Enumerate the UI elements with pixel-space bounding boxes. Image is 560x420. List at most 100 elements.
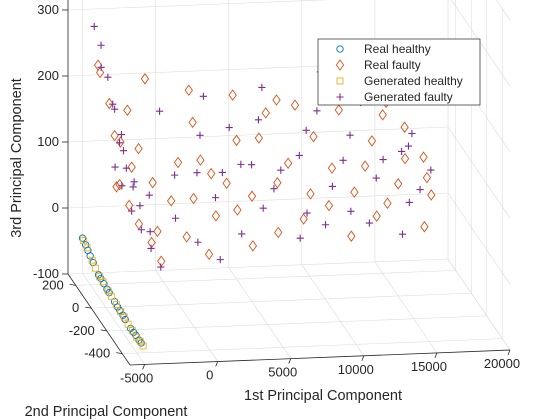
legend-marker-real-healthy [336,45,344,53]
data-point-real-faulty [233,204,242,216]
legend-marker-generated-faulty [336,93,344,101]
data-point-real-faulty [427,189,436,201]
series-real-faulty [93,59,436,267]
x-tick-label: 5000 [268,365,297,380]
data-point-generated-faulty [136,202,144,210]
grid-line-floor-y [122,338,503,354]
data-point-generated-faulty [216,256,224,264]
data-point-real-faulty [127,161,136,173]
data-point-generated-faulty [296,234,304,242]
data-point-real-healthy [119,311,127,319]
data-point-generated-faulty [115,139,124,147]
x-tick-mark [142,364,145,370]
data-point-generated-healthy [88,256,96,264]
data-point-real-healthy [89,258,97,267]
x-tick-label: 20000 [484,356,520,371]
series-generated-faulty [90,22,435,271]
data-point-real-faulty [196,154,205,166]
data-point-real-faulty [182,231,191,243]
data-point-real-faulty [350,186,359,198]
data-point-generated-healthy [139,342,147,350]
data-point-real-faulty [173,156,183,169]
data-point-real-faulty [394,178,403,190]
x-tick-label: 10000 [338,362,374,377]
data-point-real-faulty [232,134,241,147]
legend-entry-real-healthy: Real healthy [364,42,431,56]
data-point-real-faulty [105,97,114,110]
data-marks [78,22,436,350]
data-point-generated-healthy [117,308,125,316]
data-point-generated-healthy [96,273,104,281]
data-point-real-faulty [283,157,293,170]
y-tick-mark [100,329,107,332]
legend-marker-real-faulty [335,59,345,71]
data-point-real-faulty [422,171,432,184]
data-point-generated-faulty [111,163,119,171]
data-point-generated-healthy [83,244,91,252]
data-point-generated-faulty [129,183,137,191]
data-point-generated-healthy [80,237,88,245]
data-point-real-faulty [153,225,162,238]
data-point-real-faulty [134,218,144,230]
x-axis-label: 1st Principal Component [244,388,402,404]
data-point-real-faulty [140,73,150,85]
grid-line-floor-x [374,261,438,354]
data-point-generated-faulty [122,164,130,172]
grid-line-floor-x [155,270,218,362]
data-point-generated-faulty [111,105,119,113]
data-point-real-faulty [400,152,410,165]
data-point-generated-faulty [277,166,285,174]
grid-line-floor-y [106,315,487,332]
series-generated-healthy [80,237,147,350]
data-point-generated-faulty [196,131,204,139]
data-point-real-faulty [134,142,143,155]
data-point-generated-faulty [408,129,416,138]
data-point-generated-healthy [107,292,115,300]
data-point-generated-healthy [120,313,128,321]
data-point-generated-faulty [237,160,245,168]
legend: Real healthy Real faulty Generated healt… [317,38,481,106]
data-point-generated-faulty [238,230,246,238]
data-point-generated-faulty [199,92,208,100]
data-point-real-faulty [272,94,281,106]
grid-line-floor-y [91,292,472,309]
axes [62,0,511,370]
grid-line-side-z [447,192,511,285]
z-tick-label: 0 [52,200,59,215]
legend-entry-real-faulty: Real faulty [364,58,421,72]
data-point-generated-faulty [398,147,406,156]
x-tick-mark [361,355,365,361]
data-point-real-faulty [273,176,282,189]
x-tick-label: 0 [206,368,213,383]
grid-line-side-z [496,0,511,21]
x-tick-mark [288,358,292,364]
data-point-generated-faulty [130,178,138,186]
data-point-real-faulty [274,226,283,239]
data-point-generated-faulty [379,155,387,164]
data-point-real-faulty [125,199,134,212]
data-point-generated-faulty [321,221,330,229]
data-point-generated-healthy [133,333,141,341]
data-point-real-faulty [188,116,197,129]
data-point-real-faulty [378,109,387,121]
data-point-real-faulty [309,130,318,143]
z-axis-label: 3rd Principal Component [9,78,25,238]
data-point-real-faulty [261,107,270,119]
data-point-generated-faulty [258,83,266,91]
data-point-generated-faulty [97,41,105,49]
data-point-generated-faulty [270,185,278,193]
data-point-generated-faulty [104,73,112,81]
z-tick-label: 200 [37,68,59,83]
data-point-real-healthy [97,274,105,283]
data-point-generated-faulty [218,168,226,177]
data-point-real-faulty [360,160,370,172]
data-point-generated-faulty [339,156,347,164]
grid-line-floor-y [75,270,456,286]
data-point-real-faulty [204,248,214,261]
grid-line-back-z [67,192,449,209]
data-point-generated-faulty [211,194,220,202]
data-point-generated-faulty [194,238,202,246]
data-point-real-faulty [400,121,409,133]
data-point-generated-faulty [405,198,413,207]
y-tick-label: 200 [42,277,64,292]
